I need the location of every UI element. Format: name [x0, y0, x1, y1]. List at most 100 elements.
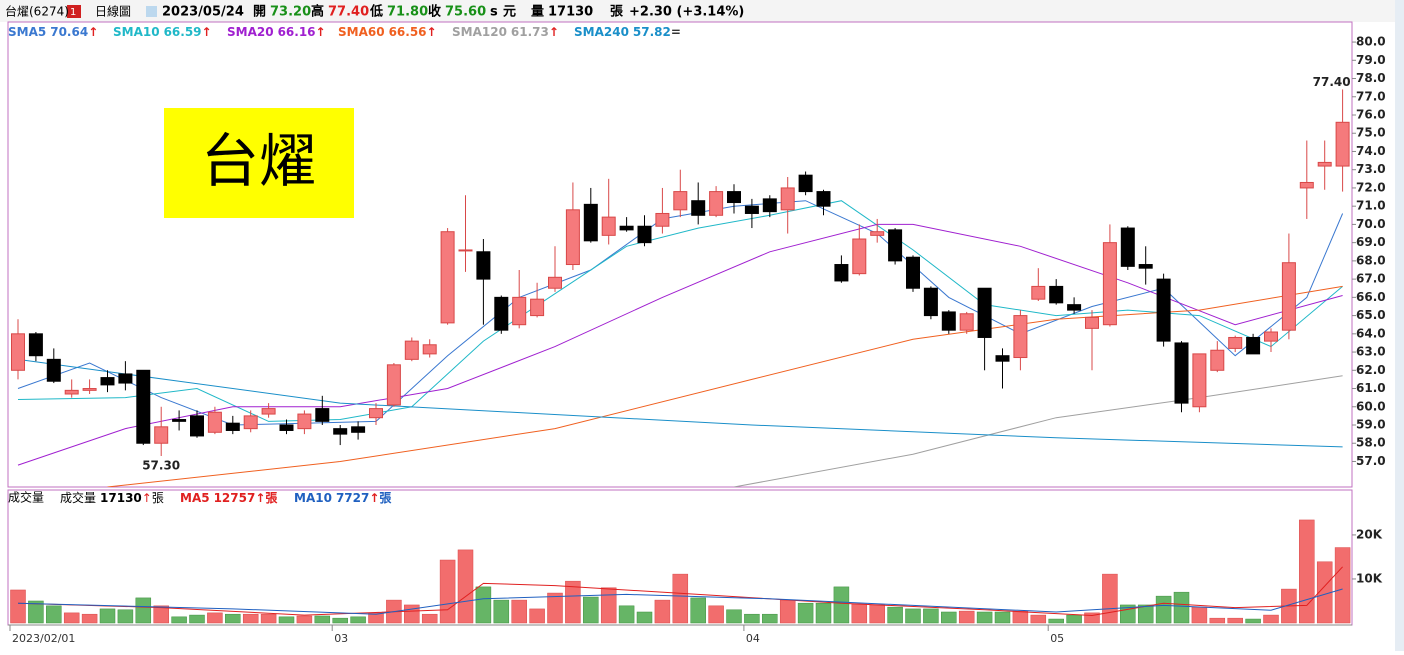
price-plot — [11, 89, 1350, 487]
y-tick-label: 58.0 — [1356, 436, 1386, 450]
legend-value: 17130 — [100, 491, 142, 505]
y-tick-label: 71.0 — [1356, 199, 1386, 213]
legend-trend: ↑ — [369, 491, 379, 505]
checkbox — [146, 6, 157, 17]
y-tick-label: 10K — [1356, 571, 1383, 585]
candle-body — [870, 231, 885, 236]
price-panel — [7, 21, 1353, 488]
y-tick-label: 80.0 — [1356, 35, 1386, 49]
volume-bar — [1066, 614, 1082, 624]
legend-entry: SMA120 61.73↑ — [452, 25, 559, 39]
candle-body — [941, 311, 956, 331]
badge: 1 — [70, 7, 76, 18]
legend-trend: ↑ — [202, 25, 212, 39]
candle-body — [1156, 278, 1171, 342]
change: +2.30 (+3.14%) — [629, 5, 744, 20]
volume-bar — [797, 602, 814, 624]
volume-label: 量 — [531, 5, 544, 20]
volume-bar — [1102, 573, 1118, 624]
candle-body — [440, 231, 455, 324]
legend-trend: ↑ — [88, 25, 98, 39]
y-tick-label: 57.0 — [1356, 454, 1386, 468]
volume-bar — [314, 615, 331, 624]
candle-body — [279, 424, 294, 431]
high: 77.40 — [328, 5, 369, 20]
volume-bar — [404, 604, 420, 624]
volume-bar — [457, 549, 474, 624]
volume-title: 成交量 — [8, 490, 44, 505]
candle-body — [959, 313, 974, 331]
candle-body — [190, 415, 204, 437]
volume-bar — [99, 608, 116, 624]
legend-name: SMA5 — [8, 25, 46, 39]
volume-bar — [1084, 612, 1100, 624]
volume-bar — [833, 586, 850, 624]
y-tick-label: 68.0 — [1356, 253, 1386, 267]
legend-name: SMA240 — [574, 25, 629, 39]
volume-bar — [207, 612, 223, 624]
volume-plot — [10, 519, 1351, 624]
candle-body — [1317, 161, 1332, 167]
volume-bar — [1191, 606, 1208, 624]
legend-entry: SMA10 66.59↑ — [113, 25, 212, 39]
high-annotation: 77.40 — [1313, 75, 1351, 89]
volume-bar — [1227, 617, 1243, 624]
name-box — [164, 108, 354, 218]
header: 台燿(6274) 1 日線圖 2023/05/24 開 73.20 高 77.4… — [5, 4, 744, 20]
candle-body — [100, 377, 115, 386]
volume-bar — [278, 616, 295, 624]
x-tick-label: 04 — [746, 632, 760, 645]
volume-bar — [815, 602, 832, 624]
candle-body — [1264, 331, 1278, 342]
y-tick-label: 67.0 — [1356, 272, 1386, 286]
ma-line — [17, 358, 1343, 448]
y-tick-label: 60.0 — [1356, 399, 1386, 413]
volume-bar — [923, 608, 939, 624]
volume-bar — [81, 613, 98, 624]
volume-bar — [475, 586, 492, 624]
volume-bar — [46, 605, 62, 624]
view: 日線圖 — [95, 4, 131, 19]
volume-bar — [242, 613, 259, 624]
candle-body — [655, 212, 670, 227]
candle-body — [136, 369, 151, 444]
high-label: 高 — [311, 4, 324, 20]
volume-bar — [618, 605, 635, 624]
ma-line — [17, 200, 1343, 422]
volume-unit: 張 — [610, 5, 624, 20]
legend-trend: ↑ — [427, 25, 437, 39]
volume-bar — [1048, 618, 1064, 624]
candle-body — [422, 344, 437, 355]
candle-body — [780, 187, 795, 211]
name-label: 台燿 — [201, 127, 317, 195]
candle-body — [906, 256, 920, 289]
candle-body — [1031, 285, 1046, 300]
x-tick-label: 03 — [334, 632, 348, 645]
volume-bar — [547, 592, 563, 624]
candle-body — [1049, 285, 1064, 304]
candle-body — [1120, 227, 1135, 267]
y-tick-label: 72.0 — [1356, 180, 1386, 194]
volume-bar — [171, 616, 187, 624]
volume-bar — [296, 615, 313, 624]
volume-bar — [350, 616, 366, 624]
candle-body — [637, 225, 652, 244]
candle-body — [315, 408, 330, 422]
legend-name: SMA60 — [338, 25, 385, 39]
y-tick-label: 73.0 — [1356, 162, 1386, 176]
candle-body — [583, 203, 598, 242]
header-bar — [0, 0, 1395, 22]
candle-body — [82, 388, 97, 391]
legend-value: 66.59 — [164, 25, 202, 39]
legend-value: 61.73 — [511, 25, 549, 39]
candle-body — [261, 408, 276, 415]
candle-body — [386, 364, 401, 406]
y-tick-label: 62.0 — [1356, 363, 1386, 377]
legend-name: SMA10 — [113, 25, 160, 39]
volume-bar — [1030, 614, 1047, 624]
candle-body — [852, 238, 867, 275]
legend-trend: = — [671, 25, 681, 39]
candle-body — [404, 340, 419, 360]
y-tick-label: 74.0 — [1356, 144, 1386, 158]
volume-bar — [421, 613, 438, 624]
